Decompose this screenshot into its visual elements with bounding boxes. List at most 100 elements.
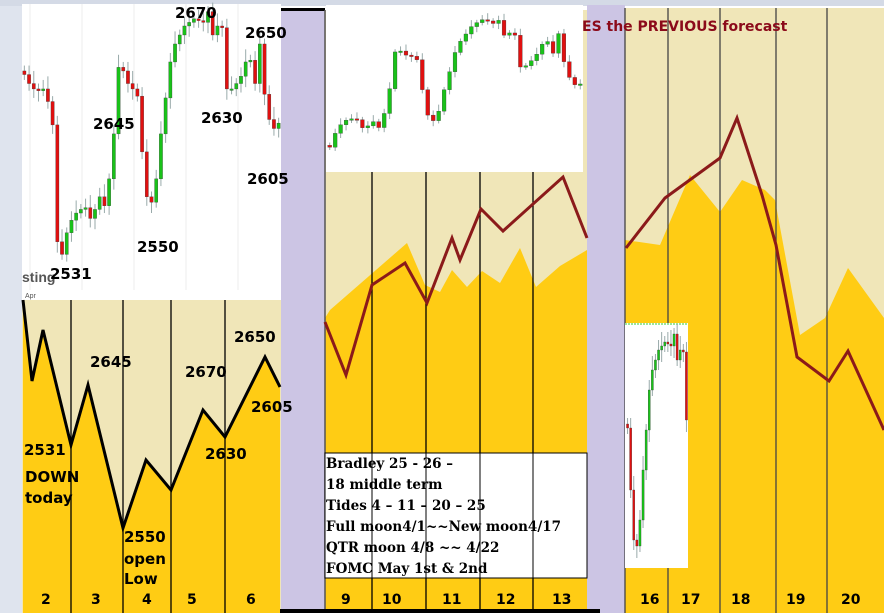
label-2531: 2531: [50, 265, 92, 283]
candle: [262, 43, 267, 95]
w1-2605: 2605: [251, 398, 293, 416]
candle: [126, 70, 130, 84]
candle: [556, 33, 561, 54]
w1-low: Low: [124, 570, 158, 588]
left-margin: [0, 0, 22, 613]
label-2670: 2670: [175, 4, 217, 22]
candle: [578, 83, 583, 86]
candle: [55, 124, 60, 242]
candle: [452, 52, 458, 72]
candle: [632, 489, 635, 541]
candle: [382, 113, 387, 128]
candle: [672, 333, 676, 347]
candle: [641, 469, 645, 521]
week2-forecast-line: [323, 174, 589, 380]
candle: [116, 67, 121, 135]
candle: [196, 18, 201, 21]
week1-day-dividers: [70, 300, 226, 613]
candle: [485, 19, 490, 22]
right-candles: [626, 324, 688, 558]
candle: [182, 25, 187, 36]
notes-box-dividers: [371, 453, 534, 578]
day-11: 11: [442, 592, 461, 608]
candle: [36, 88, 41, 91]
candle: [64, 232, 69, 255]
day-3: 3: [91, 592, 101, 608]
candle: [491, 20, 496, 24]
candle: [149, 196, 154, 203]
candle: [50, 101, 55, 126]
chart-title: ES the PREVIOUS forecast: [582, 19, 788, 35]
candle: [651, 369, 654, 391]
candle: [572, 77, 577, 85]
candle: [159, 133, 163, 180]
candle: [675, 333, 679, 361]
w1-today: today: [25, 489, 73, 507]
candle: [654, 359, 657, 371]
w1-down: DOWN: [25, 468, 79, 486]
day-19: 19: [786, 592, 805, 608]
day-5: 5: [187, 592, 197, 608]
candle: [463, 33, 468, 42]
candle: [97, 196, 102, 210]
bottom-edge: [280, 609, 600, 613]
day-13: 13: [552, 592, 571, 608]
top-margin: [0, 0, 884, 6]
candle: [327, 145, 332, 148]
candle: [360, 119, 365, 128]
candle: [666, 341, 670, 345]
purple-band-1: [281, 8, 325, 613]
label-2550: 2550: [137, 238, 179, 256]
candle: [79, 209, 83, 214]
w1-2650: 2650: [234, 328, 276, 346]
candle: [154, 178, 159, 203]
notes-box: [324, 452, 588, 579]
candle: [414, 56, 419, 60]
label-2650: 2650: [245, 24, 287, 42]
day-20: 20: [841, 592, 861, 608]
candle: [635, 539, 639, 547]
candle: [518, 35, 523, 68]
candle: [102, 196, 107, 206]
w1-2670: 2670: [185, 363, 227, 381]
candle: [474, 22, 479, 27]
week3-area: [625, 175, 884, 613]
candle: [431, 114, 436, 121]
day-12: 12: [496, 592, 515, 608]
note-moons: Full moon4/1~~New moon4/17: [326, 519, 561, 535]
candle: [163, 97, 168, 135]
candle: [529, 60, 534, 66]
candle: [27, 74, 31, 84]
candle: [480, 19, 485, 23]
candle: [60, 241, 64, 255]
candle: [447, 71, 452, 90]
candle: [46, 88, 50, 102]
candle: [561, 33, 566, 62]
candle: [420, 59, 425, 90]
candle: [144, 151, 149, 197]
candle: [376, 121, 381, 128]
candle: [225, 27, 229, 90]
candle: [93, 209, 97, 219]
candle: [177, 34, 182, 45]
candle: [496, 20, 501, 24]
day-18: 18: [731, 592, 750, 608]
day-17: 17: [681, 592, 700, 608]
candle: [567, 61, 572, 78]
candle: [248, 60, 253, 63]
candle: [83, 207, 88, 210]
candle: [365, 125, 370, 128]
candle: [409, 54, 414, 57]
candle: [523, 65, 528, 68]
day-2: 2: [41, 592, 51, 608]
candle: [540, 44, 545, 55]
w1-open: open: [124, 550, 166, 568]
candle: [469, 26, 474, 35]
candle: [534, 54, 539, 61]
candle: [192, 18, 196, 23]
note-bradley: Bradley 25 - 26 –: [326, 456, 453, 472]
candle: [685, 351, 688, 421]
week3-forecast-line: [624, 113, 884, 431]
candle: [354, 118, 360, 121]
